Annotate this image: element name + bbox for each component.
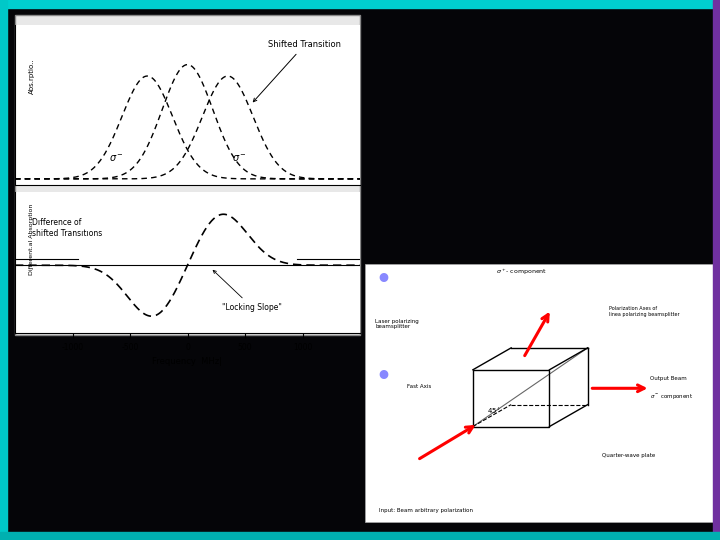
Text: Laser polarizing
beamsplitter: Laser polarizing beamsplitter (375, 319, 419, 329)
Text: $\sigma^-$ component: $\sigma^-$ component (650, 392, 694, 401)
Text: Input: Beam arbitrary polarization: Input: Beam arbitrary polarization (379, 508, 473, 512)
Bar (0, 0, 720, 8)
Bar (713, 0, 720, 540)
Text: Diƒferent.al Absorption: Diƒferent.al Absorption (29, 204, 34, 275)
Text: •: • (375, 268, 391, 292)
Text: Each circular
polarization is
absorbed by a
shifted transition: Each circular polarization is absorbed b… (395, 365, 641, 478)
Text: $\sigma^+$- component: $\sigma^+$- component (496, 267, 547, 278)
Bar (365, 264, 713, 522)
Text: Output Beam: Output Beam (650, 376, 687, 381)
X-axis label: Frequency  MHz|: Frequency MHz| (153, 357, 222, 366)
Text: Shifted Transition: Shifted Transition (253, 40, 341, 102)
Bar (0, 532, 720, 540)
Bar (473, 370, 549, 427)
Text: Abs.rptio..: Abs.rptio.. (29, 58, 35, 94)
Text: "Locking Slope": "Locking Slope" (213, 271, 282, 312)
Text: $\sigma^-$: $\sigma^-$ (233, 153, 248, 164)
Text: $\sigma^-$: $\sigma^-$ (109, 153, 125, 164)
Text: Polarization Axes of
linea polarizing beamsplitter: Polarization Axes of linea polarizing be… (608, 306, 679, 316)
Text: 45$^\circ$: 45$^\circ$ (487, 406, 501, 416)
Text: Laser output is
linearly polarized: Laser output is linearly polarized (395, 268, 642, 322)
Text: •: • (375, 365, 391, 389)
Text: •: • (22, 70, 38, 94)
Text: Quarter-wave plate: Quarter-wave plate (602, 454, 655, 458)
Text: DAVLL Lock Signal: DAVLL Lock Signal (22, 30, 310, 58)
Text: Dıfference of
shifted Transıtıons: Dıfference of shifted Transıtıons (32, 218, 102, 238)
Bar (15, 15, 360, 335)
Text: Fast Axis: Fast Axis (407, 384, 431, 389)
Bar (0, 0, 7, 540)
Text: Transition shifted
by Zeeman effect: Transition shifted by Zeeman effect (40, 70, 289, 126)
